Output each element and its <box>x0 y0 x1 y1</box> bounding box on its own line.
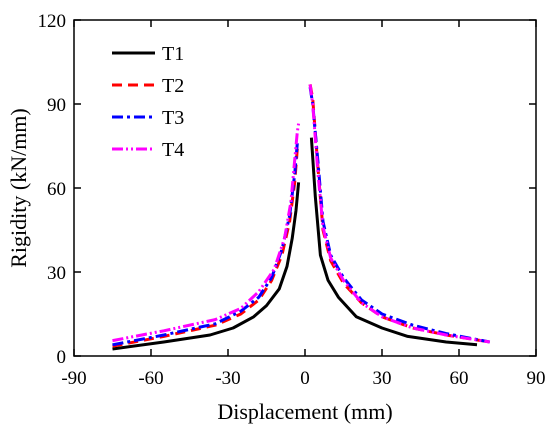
legend-label: T1 <box>162 43 184 65</box>
series-t1-left-branch <box>112 182 301 351</box>
x-tick-label: 0 <box>300 368 310 389</box>
axis-ticks: -90 -60 -30 0 30 60 90 0 30 60 90 120 <box>38 11 546 389</box>
series-t4-left-branch <box>112 123 301 343</box>
series-t4 <box>112 84 491 344</box>
legend-label: T3 <box>162 107 184 129</box>
legend-label: T2 <box>162 75 184 97</box>
y-tick-label: 120 <box>38 11 67 32</box>
legend-item: T1 <box>112 43 184 65</box>
x-axis-label: Displacement (mm) <box>217 399 392 424</box>
series-t1 <box>112 137 478 351</box>
x-tick-label: 90 <box>527 368 546 389</box>
series-t3-left-branch <box>112 143 299 347</box>
y-axis-label: Rigidity (kN/mm) <box>6 108 31 268</box>
legend-label: T4 <box>162 139 184 161</box>
series-layer <box>112 84 491 351</box>
x-tick-label: 30 <box>373 368 392 389</box>
legend: T1 T2 T3 T4 <box>112 43 184 161</box>
y-tick-label: 60 <box>47 179 66 200</box>
x-tick-label: 60 <box>450 368 469 389</box>
y-tick-label: 30 <box>47 263 66 284</box>
y-tick-label: 0 <box>57 347 67 368</box>
series-t4-right-branch <box>308 84 491 344</box>
x-tick-label: -60 <box>138 368 163 389</box>
y-tick-label: 90 <box>47 95 66 116</box>
series-t1-right-branch <box>309 137 478 347</box>
x-tick-label: -30 <box>215 368 240 389</box>
x-tick-label: -90 <box>61 368 86 389</box>
legend-item: T4 <box>112 139 184 161</box>
legend-item: T2 <box>112 75 184 97</box>
legend-item: T3 <box>112 107 184 129</box>
